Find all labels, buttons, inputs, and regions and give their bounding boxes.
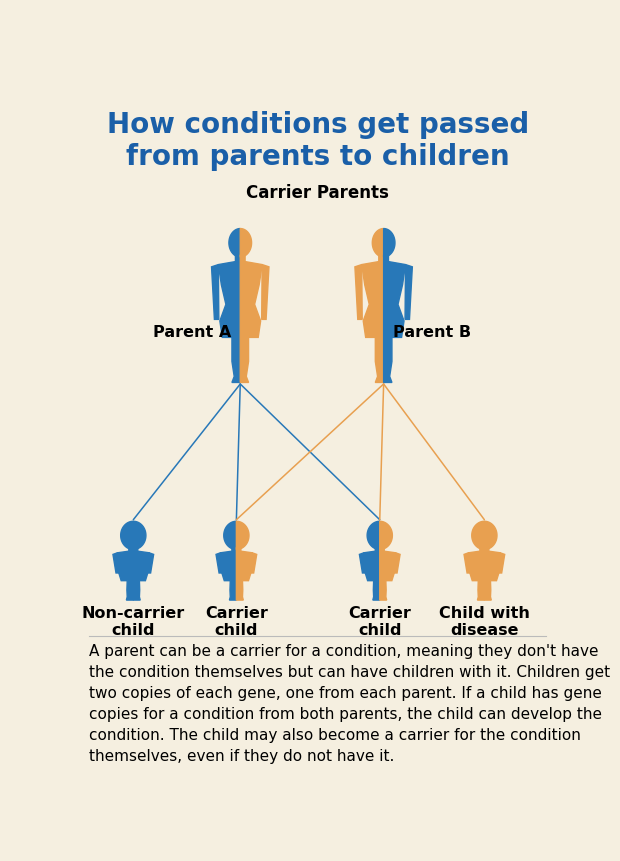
Polygon shape [241, 255, 262, 382]
Text: Carrier
child: Carrier child [348, 605, 411, 638]
Polygon shape [236, 521, 249, 549]
Polygon shape [229, 228, 241, 257]
Text: A parent can be a carrier for a condition, meaning they don't have
the condition: A parent can be a carrier for a conditio… [89, 644, 610, 764]
Text: Parent B: Parent B [392, 325, 471, 340]
Polygon shape [484, 521, 497, 549]
Polygon shape [384, 255, 405, 382]
Polygon shape [360, 553, 366, 573]
Text: Non-carrier
child: Non-carrier child [82, 605, 185, 638]
Polygon shape [394, 553, 400, 573]
Polygon shape [241, 228, 252, 257]
Polygon shape [379, 548, 396, 600]
Polygon shape [113, 553, 119, 573]
Polygon shape [262, 264, 269, 319]
Polygon shape [133, 548, 149, 600]
Polygon shape [468, 548, 484, 600]
Polygon shape [224, 521, 236, 549]
Polygon shape [250, 553, 257, 573]
Text: Parent A: Parent A [153, 325, 231, 340]
Text: How conditions get passed
from parents to children: How conditions get passed from parents t… [107, 111, 529, 171]
Text: Carrier Parents: Carrier Parents [246, 184, 389, 202]
Polygon shape [384, 228, 395, 257]
Polygon shape [472, 521, 484, 549]
Polygon shape [133, 521, 146, 549]
Polygon shape [121, 521, 133, 549]
Polygon shape [148, 553, 154, 573]
Polygon shape [361, 255, 384, 382]
Text: Child with
disease: Child with disease [439, 605, 530, 638]
Polygon shape [220, 548, 236, 600]
Polygon shape [498, 553, 505, 573]
Polygon shape [367, 521, 379, 549]
Polygon shape [405, 264, 412, 319]
Polygon shape [355, 264, 362, 319]
Text: Carrier
child: Carrier child [205, 605, 268, 638]
Polygon shape [117, 548, 133, 600]
Polygon shape [379, 521, 392, 549]
Polygon shape [484, 548, 501, 600]
Polygon shape [464, 553, 470, 573]
Polygon shape [363, 548, 379, 600]
Polygon shape [218, 255, 241, 382]
Polygon shape [216, 553, 222, 573]
Polygon shape [211, 264, 219, 319]
Polygon shape [236, 548, 253, 600]
Polygon shape [372, 228, 384, 257]
